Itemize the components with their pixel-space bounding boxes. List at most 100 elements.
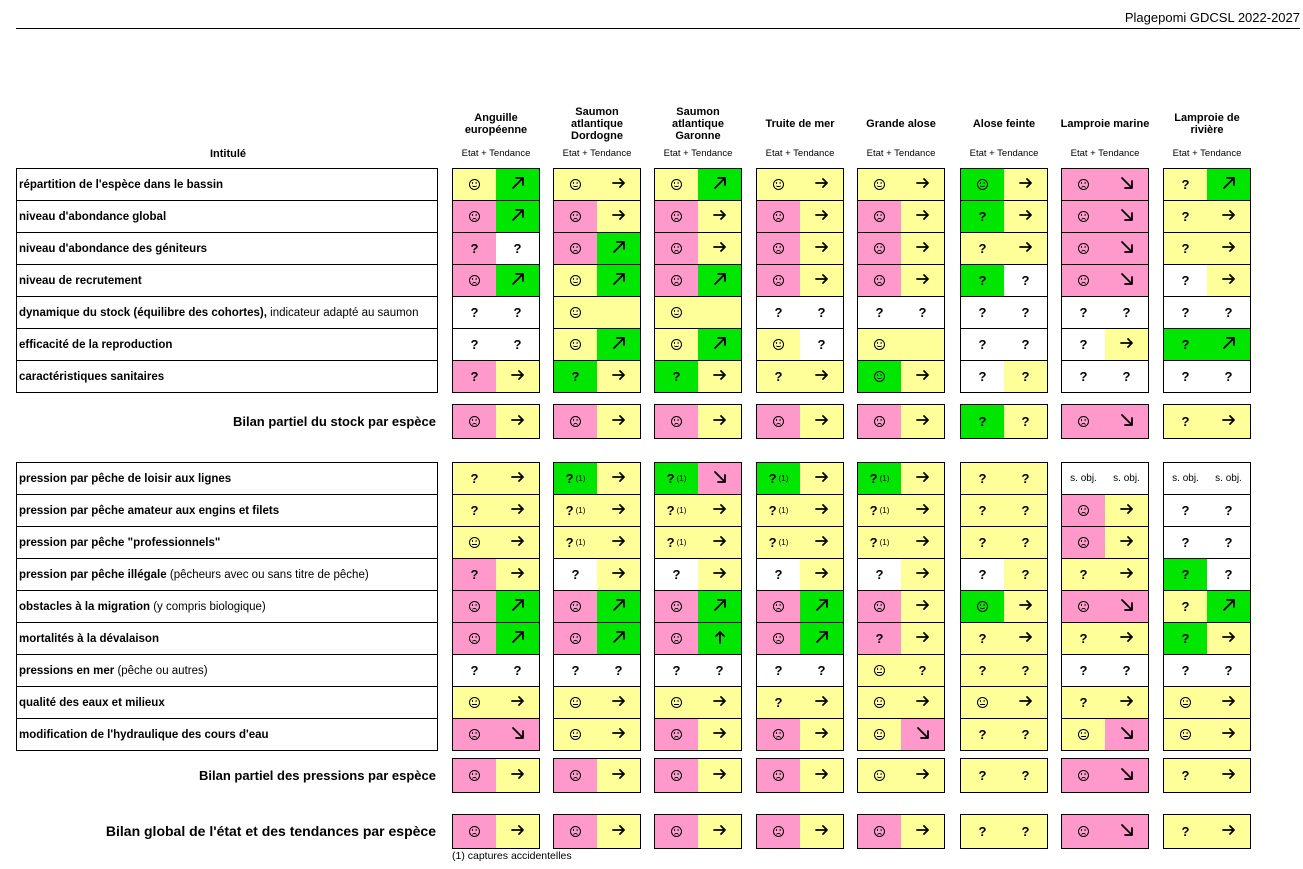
- state-trend-subheader: Etat + Tendance: [765, 148, 835, 159]
- trend-indicator: [698, 623, 741, 654]
- unknown-mark: ?: [1021, 503, 1030, 518]
- arrow-stable-icon: [915, 566, 930, 583]
- status-cell: ??: [1163, 495, 1251, 527]
- smiley-happy-icon: [977, 179, 988, 190]
- state-indicator: ?: [554, 559, 597, 590]
- state-indicator: [1062, 759, 1105, 792]
- arrow-stable-icon: [814, 208, 829, 225]
- status-cell: [857, 719, 945, 751]
- trend-indicator: [698, 527, 741, 558]
- state-indicator: ?: [961, 405, 1004, 438]
- trend-indicator: [1105, 687, 1148, 718]
- smiley-sad-icon: [469, 633, 480, 644]
- state-indicator: ?: [858, 559, 901, 590]
- cell-text: s. obj.: [1070, 473, 1097, 484]
- unknown-mark: ?: [978, 663, 987, 678]
- smiley-sad-icon: [469, 211, 480, 222]
- trend-indicator: [901, 405, 944, 438]
- arrow-increase-icon: [1222, 336, 1236, 353]
- unknown-mark: ?: [1181, 824, 1190, 839]
- arrow-stable-icon: [712, 726, 727, 743]
- unknown-mark: ?: [1224, 567, 1233, 582]
- trend-indicator: [597, 297, 640, 328]
- unknown-mark: ?: [869, 471, 878, 486]
- status-cell: ?: [756, 361, 844, 393]
- state-indicator: ? (1): [655, 463, 698, 494]
- species-column-header: Lamproie marine: [1060, 118, 1150, 130]
- trend-indicator: ?: [1207, 559, 1250, 590]
- status-cell: ?: [1061, 623, 1149, 655]
- species-column-header: Saumon atlantique Dordogne: [571, 106, 623, 142]
- unknown-mark: ?: [978, 337, 987, 352]
- state-indicator: [453, 405, 496, 438]
- status-cell: [654, 814, 742, 849]
- unknown-mark: ?: [565, 535, 574, 550]
- arrow-stable-icon: [611, 502, 626, 519]
- row-label-main: niveau d'abondance des géniteurs: [19, 242, 208, 255]
- status-cell: [857, 361, 945, 393]
- unknown-mark: ?: [1122, 369, 1131, 384]
- arrow-stable-icon: [611, 726, 626, 743]
- arrow-stable-icon: [611, 694, 626, 711]
- state-indicator: ? (1): [757, 495, 800, 526]
- trend-indicator: [1207, 759, 1250, 792]
- trend-indicator: [496, 361, 539, 392]
- state-indicator: [453, 719, 496, 750]
- footnote-marker: (1): [778, 506, 789, 515]
- status-cell: [857, 201, 945, 233]
- arrow-stable-icon: [915, 630, 930, 647]
- status-cell: ? (1): [857, 462, 945, 495]
- state-indicator: [453, 591, 496, 622]
- status-cell: ??: [452, 233, 540, 265]
- state-indicator: [554, 265, 597, 296]
- status-cell: ?: [553, 559, 641, 591]
- status-cell: [553, 404, 641, 439]
- unknown-mark: ?: [817, 337, 826, 352]
- summary-label: Bilan global de l'état et des tendances …: [105, 823, 436, 839]
- trend-indicator: [1004, 201, 1047, 232]
- unknown-mark: ?: [470, 305, 479, 320]
- row-label-note: indicateur adapté au saumon: [270, 306, 419, 319]
- state-indicator: [757, 405, 800, 438]
- trend-indicator: [597, 329, 640, 360]
- state-indicator: [655, 591, 698, 622]
- state-indicator: [757, 329, 800, 360]
- state-indicator: ?: [1164, 329, 1207, 360]
- arrow-stable-icon: [814, 176, 829, 193]
- arrow-stable-icon: [1018, 598, 1033, 615]
- smiley-happy-icon: [469, 179, 480, 190]
- state-indicator: ? (1): [757, 527, 800, 558]
- trend-indicator: [1207, 233, 1250, 264]
- state-indicator: ? (1): [858, 495, 901, 526]
- status-cell: ??: [452, 655, 540, 687]
- state-indicator: ? (1): [554, 495, 597, 526]
- trend-indicator: ?: [800, 329, 843, 360]
- trend-indicator: [597, 233, 640, 264]
- unknown-mark: ?: [978, 824, 987, 839]
- species-column-header: Anguille européenne: [464, 112, 528, 136]
- status-cell: ? (1): [654, 495, 742, 527]
- state-indicator: ?: [1164, 655, 1207, 686]
- state-indicator: [554, 719, 597, 750]
- unknown-mark: ?: [1079, 695, 1088, 710]
- arrow-stable-icon: [510, 566, 525, 583]
- arrow-stable-icon: [510, 502, 525, 519]
- unknown-mark: ?: [1224, 369, 1233, 384]
- status-cell: [553, 623, 641, 655]
- state-indicator: ?: [655, 559, 698, 590]
- status-cell: [452, 265, 540, 297]
- arrow-stable-icon: [510, 823, 525, 840]
- state-indicator: [858, 405, 901, 438]
- state-indicator: [858, 201, 901, 232]
- arrow-stable-icon: [915, 534, 930, 551]
- arrow-stable-icon: [814, 502, 829, 519]
- trend-indicator: [1207, 815, 1250, 848]
- arrow-increase-icon: [1222, 598, 1236, 615]
- status-cell: [857, 758, 945, 793]
- row-label-main: niveau de recrutement: [19, 274, 142, 287]
- document-title: Plagepomi GDCSL 2022-2027: [1124, 10, 1300, 25]
- arrow-stable-icon: [712, 694, 727, 711]
- trend-indicator: ?: [1004, 265, 1047, 296]
- trend-indicator: [698, 297, 741, 328]
- arrow-stable-icon: [510, 767, 525, 784]
